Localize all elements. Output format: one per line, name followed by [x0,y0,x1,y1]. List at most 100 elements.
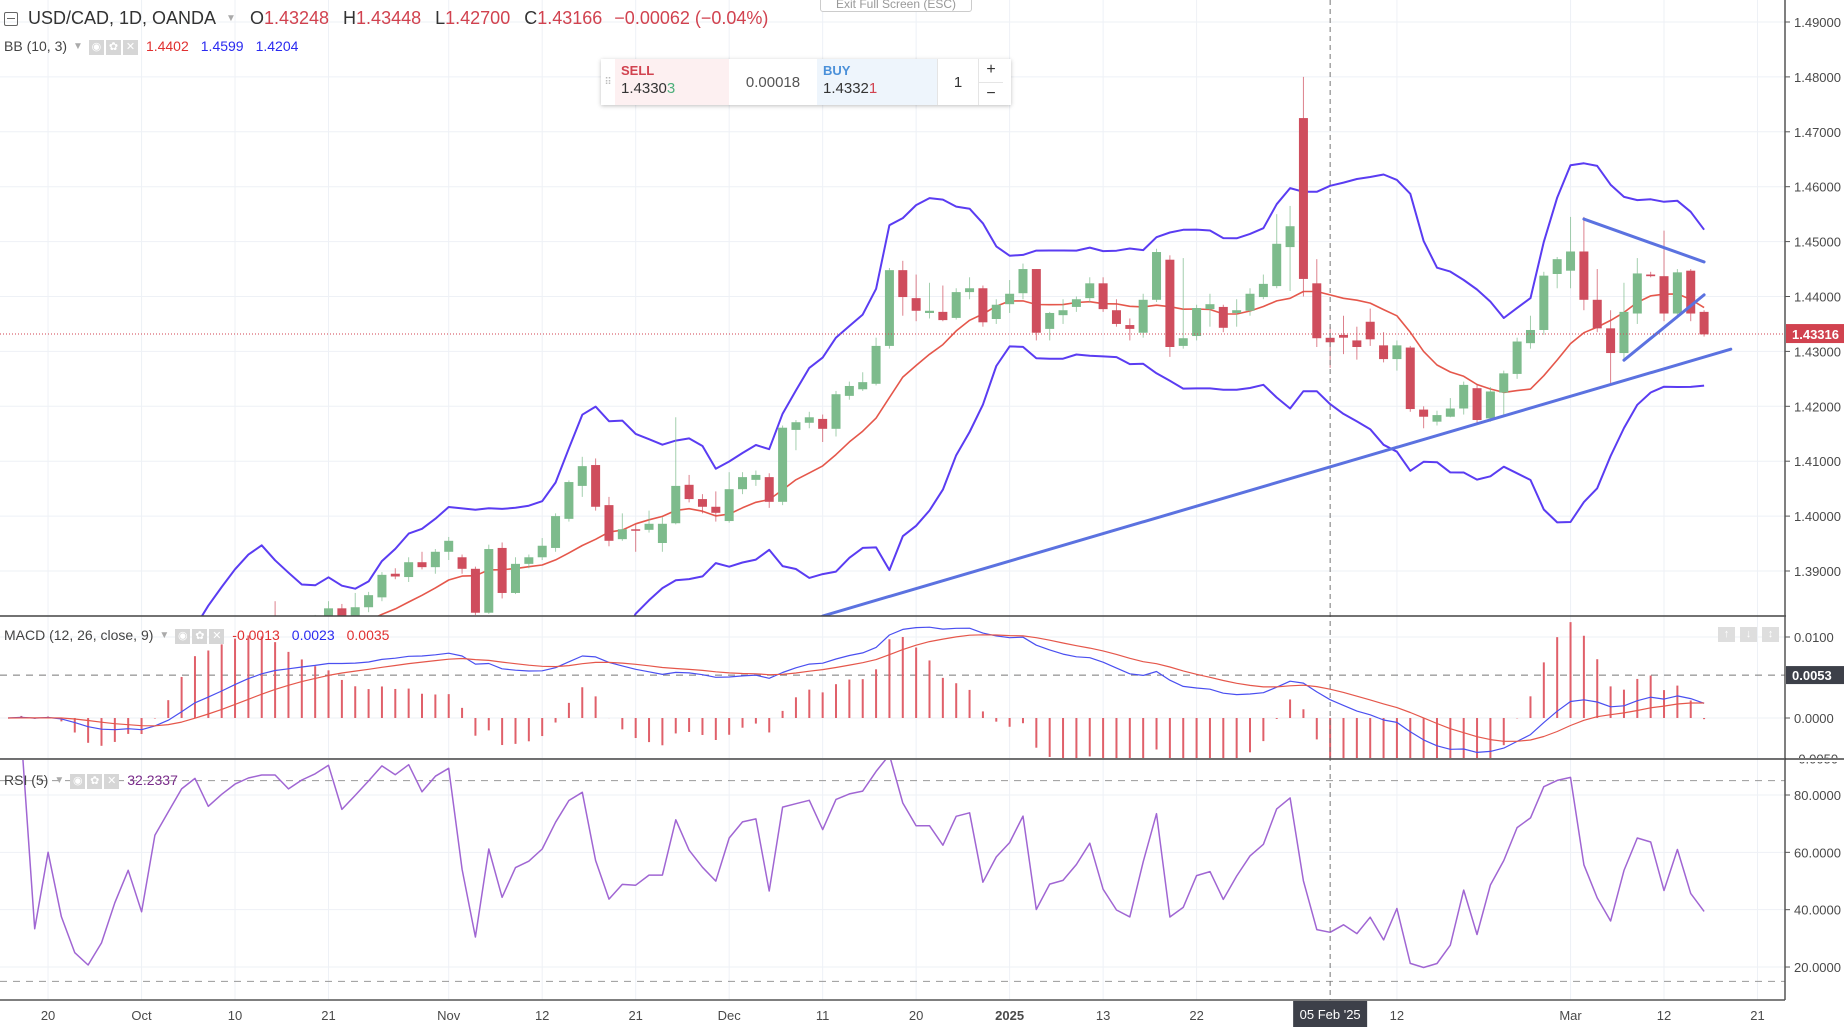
eye-icon[interactable]: ◉ [175,629,191,644]
bullish-candle[interactable] [657,517,667,552]
bullish-candle[interactable] [1138,293,1148,338]
bullish-candle[interactable] [644,510,654,533]
bearish-candle[interactable] [1165,255,1175,357]
bearish-candle[interactable] [1606,310,1616,385]
price-axis-background[interactable] [1786,0,1844,1030]
close-icon[interactable]: ✕ [122,40,138,55]
bearish-candle[interactable] [1298,76,1308,297]
bullish-candle[interactable] [884,267,894,349]
sell-button[interactable]: SELL 1.43303 [615,59,729,105]
bearish-candle[interactable] [1579,216,1589,311]
bullish-candle[interactable] [551,513,561,552]
bearish-candle[interactable] [30,741,39,763]
bullish-candle[interactable] [1525,315,1535,349]
bearish-candle[interactable] [1352,326,1362,360]
bullish-candle[interactable] [537,538,547,561]
bullish-candle[interactable] [1552,256,1562,289]
macd-label[interactable]: MACD (12, 26, close, 9) [4,627,154,643]
bearish-candle[interactable] [591,458,601,511]
bullish-candle[interactable] [1045,311,1055,341]
bullish-candle[interactable] [1085,277,1095,302]
bullish-candle[interactable] [991,299,1001,324]
drag-handle-icon[interactable]: ⠿ [604,76,612,88]
bullish-candle[interactable] [724,472,734,523]
bullish-candle[interactable] [844,381,854,400]
wedge-lower-line[interactable] [1622,293,1706,362]
bullish-candle[interactable] [1058,299,1068,324]
bearish-candle[interactable] [604,496,614,547]
bearish-candle[interactable] [938,285,948,322]
bullish-candle[interactable] [804,411,814,429]
bullish-candle[interactable] [1432,410,1442,426]
bullish-candle[interactable] [484,544,494,614]
bullish-candle[interactable] [404,557,414,582]
bearish-candle[interactable] [1472,384,1482,423]
bullish-candle[interactable] [924,282,934,319]
bullish-candle[interactable] [1071,296,1081,312]
close-icon[interactable]: ✕ [209,629,225,644]
bullish-candle[interactable] [577,456,587,497]
rsi-label[interactable]: RSI (5) [4,772,49,788]
bullish-candle[interactable] [1539,271,1549,335]
bullish-candle[interactable] [1566,216,1576,289]
bearish-candle[interactable] [1365,308,1375,346]
bullish-candle[interactable] [350,592,360,619]
bullish-candle[interactable] [430,549,440,574]
close-icon[interactable]: ✕ [104,774,120,789]
maximize-pane-icon[interactable]: ↕ [1762,627,1779,642]
bullish-candle[interactable] [1619,282,1629,360]
bearish-candle[interactable] [1686,269,1696,322]
bullish-candle[interactable] [1178,258,1188,349]
symbol-title[interactable]: USD/CAD, 1D, OANDA [28,8,217,28]
menu-icon[interactable] [4,11,18,26]
bearish-candle[interactable] [1592,269,1602,333]
bullish-candle[interactable] [1285,205,1295,292]
bullish-candle[interactable] [1512,337,1522,379]
bearish-candle[interactable] [1218,304,1228,333]
bullish-candle[interactable] [791,420,801,451]
bearish-candle[interactable] [470,566,480,615]
bearish-candle[interactable] [1125,318,1135,341]
gear-icon[interactable]: ✿ [87,774,103,789]
bearish-candle[interactable] [497,542,507,599]
macd-pane[interactable] [0,622,1785,807]
bullish-candle[interactable] [738,472,748,495]
bearish-candle[interactable] [1031,269,1041,341]
bearish-candle[interactable] [390,568,400,580]
buy-button[interactable]: BUY 1.43321 [817,59,937,105]
bearish-candle[interactable] [1111,299,1121,327]
bearish-candle[interactable] [764,473,774,508]
bullish-candle[interactable] [871,337,881,386]
chevron-down-icon[interactable]: ▼ [54,774,65,786]
decrease-quantity-button[interactable]: − [979,81,1003,106]
chevron-down-icon[interactable]: ▼ [226,13,236,24]
bearish-candle[interactable] [1659,230,1669,322]
bearish-candle[interactable] [1379,332,1389,363]
bullish-candle[interactable] [1245,288,1255,316]
bearish-candle[interactable] [337,603,347,620]
bearish-candle[interactable] [271,601,280,637]
exit-fullscreen-button[interactable]: Exit Full Screen (ESC) [820,0,972,12]
bearish-candle[interactable] [1098,277,1108,312]
bearish-candle[interactable] [697,494,707,514]
bullish-candle[interactable] [1445,398,1455,418]
bullish-candle[interactable] [364,591,374,613]
rsi-pane[interactable] [0,738,1785,982]
bearish-candle[interactable] [1419,406,1429,429]
eye-icon[interactable]: ◉ [88,40,104,55]
bullish-candle[interactable] [1152,248,1162,302]
bearish-candle[interactable] [57,744,66,769]
bearish-candle[interactable] [898,260,908,316]
wedge-upper-line[interactable] [1582,217,1706,264]
bullish-candle[interactable] [4,741,13,766]
bearish-candle[interactable] [1339,315,1348,355]
bullish-candle[interactable] [1232,299,1242,327]
ascending-trendline[interactable] [821,347,1733,616]
bullish-candle[interactable] [524,554,534,569]
bullish-candle[interactable] [1018,263,1028,300]
bearish-candle[interactable] [1405,345,1415,412]
bearish-candle[interactable] [417,551,427,570]
bearish-candle[interactable] [711,491,721,522]
bearish-candle[interactable] [1699,310,1709,337]
